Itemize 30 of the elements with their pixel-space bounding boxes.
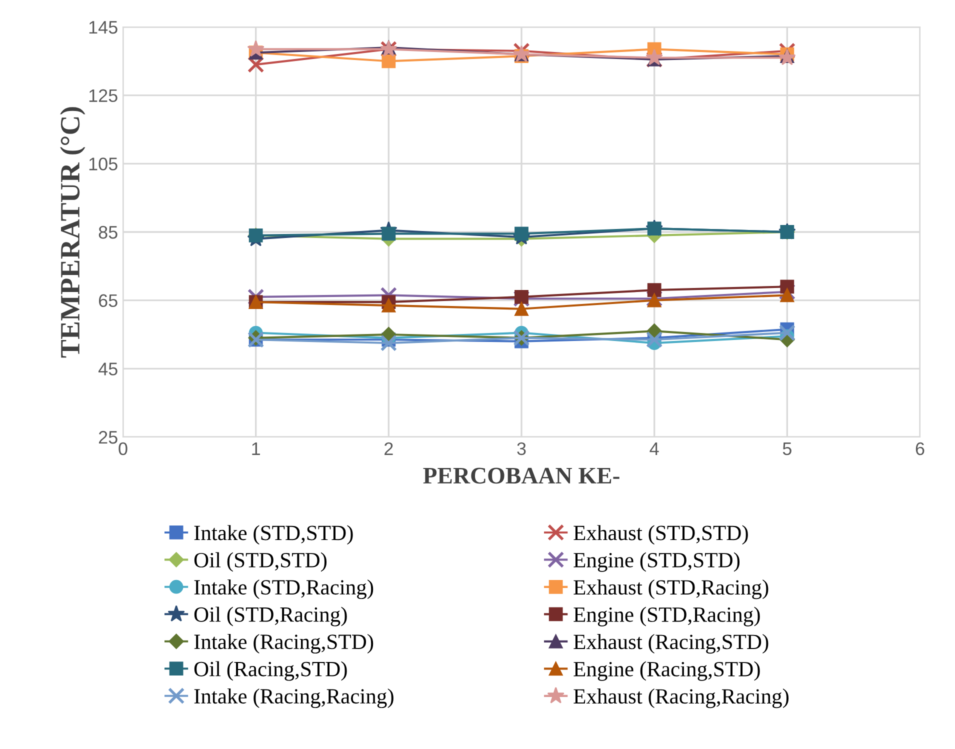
y-tick-label: 85: [98, 226, 118, 239]
y-tick-label: 45: [98, 362, 118, 376]
legend-label: Engine (STD,Racing): [574, 606, 760, 626]
y-axis-title: TEMPERATUR (°C): [60, 107, 86, 358]
legend-label: Exhaust (STD,STD): [574, 525, 748, 545]
legend-label: Engine (STD,STD): [574, 552, 740, 572]
y-tick-label: 125: [89, 89, 118, 102]
legend-label: Intake (STD,Racing): [194, 579, 374, 600]
legend-label: Exhaust (STD,Racing): [574, 580, 768, 600]
legend-label: Intake (STD,STD): [194, 525, 353, 545]
x-tick-label: 3: [517, 442, 526, 456]
legend-label: Exhaust (Racing,Racing): [574, 688, 789, 708]
x-tick-label: 6: [916, 442, 924, 456]
legend-label: Intake (Racing,Racing): [194, 688, 394, 708]
x-tick-label: 5: [782, 442, 792, 456]
y-tick-label: 65: [98, 294, 118, 308]
x-tick-label: 2: [384, 442, 393, 455]
x-axis-title: PERCOBAAN KE-: [423, 468, 620, 484]
legend-label: Engine (Racing,STD): [574, 661, 760, 681]
legend-label: Oil (Racing,STD): [194, 661, 347, 681]
legend-label: Oil (STD,Racing): [194, 606, 347, 626]
y-tick-label: 25: [98, 430, 118, 444]
legend-label: Intake (Racing,STD): [194, 634, 374, 654]
legend-label: Exhaust (Racing,STD): [574, 634, 768, 654]
x-tick-label: 4: [650, 442, 659, 455]
y-tick-label: 145: [89, 21, 118, 34]
legend-label: Oil (STD,STD): [194, 552, 327, 572]
x-tick-label: 0: [118, 442, 128, 456]
y-tick-label: 105: [89, 158, 118, 170]
x-tick-label: 1: [252, 442, 260, 455]
